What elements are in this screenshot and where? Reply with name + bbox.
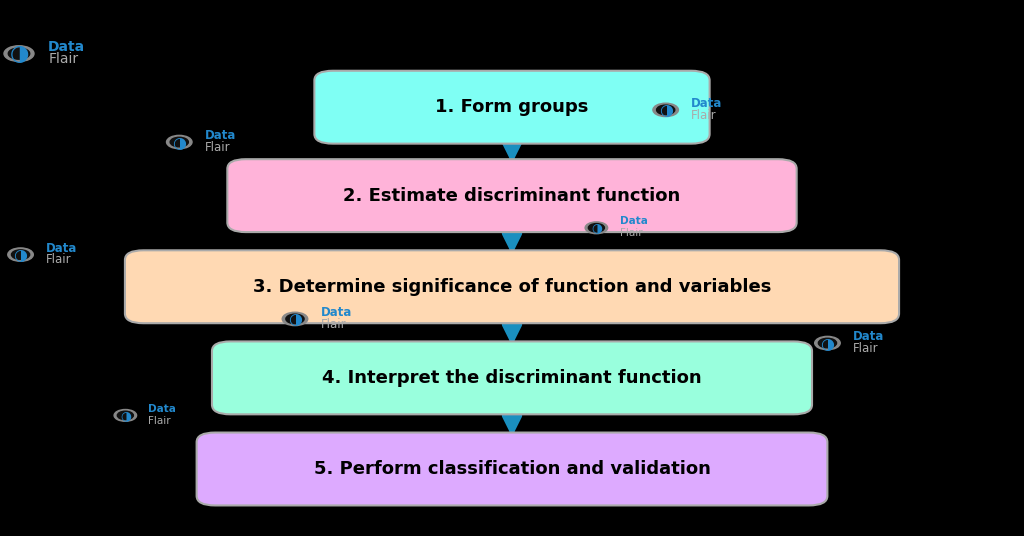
Circle shape [11,250,30,259]
Circle shape [585,222,607,234]
Text: Flair: Flair [48,52,78,66]
Text: 1. Form groups: 1. Form groups [435,98,589,116]
Text: ◑: ◑ [172,135,186,150]
Text: Flair: Flair [691,109,717,122]
Circle shape [283,312,308,325]
Circle shape [818,338,837,348]
FancyBboxPatch shape [212,341,812,414]
Text: Data: Data [853,330,885,343]
Circle shape [8,48,30,59]
Text: ◑: ◑ [9,43,29,64]
Text: Flair: Flair [853,342,879,355]
Text: 5. Perform classification and validation: 5. Perform classification and validation [313,460,711,478]
Text: Data: Data [205,129,237,142]
Text: Data: Data [46,242,78,255]
Text: ◑: ◑ [288,311,302,326]
Text: Data: Data [691,97,723,110]
Text: Flair: Flair [620,228,642,238]
FancyBboxPatch shape [125,250,899,323]
Text: Flair: Flair [46,254,72,266]
FancyBboxPatch shape [197,433,827,505]
Circle shape [286,314,304,324]
Circle shape [4,46,34,62]
Text: ◑: ◑ [591,221,602,234]
Circle shape [656,105,675,115]
FancyBboxPatch shape [314,71,710,144]
Text: 3. Determine significance of function and variables: 3. Determine significance of function an… [253,278,771,296]
Circle shape [589,224,604,232]
Text: ◑: ◑ [820,336,835,351]
Circle shape [170,137,188,147]
Circle shape [8,248,34,261]
Text: Data: Data [321,306,352,319]
Text: Data: Data [620,217,647,226]
Text: Data: Data [48,40,85,54]
Circle shape [815,337,841,349]
Text: Flair: Flair [205,141,230,154]
Text: Flair: Flair [148,416,171,426]
Text: Data: Data [148,404,176,414]
Text: 4. Interpret the discriminant function: 4. Interpret the discriminant function [323,369,701,387]
FancyBboxPatch shape [227,159,797,232]
Circle shape [167,136,193,148]
Text: 2. Estimate discriminant function: 2. Estimate discriminant function [343,187,681,205]
Text: Flair: Flair [321,318,346,331]
Text: ◑: ◑ [13,247,28,262]
Text: ◑: ◑ [120,409,131,422]
Circle shape [114,410,136,421]
Circle shape [118,411,133,420]
Circle shape [653,103,679,116]
Text: ◑: ◑ [658,102,673,117]
